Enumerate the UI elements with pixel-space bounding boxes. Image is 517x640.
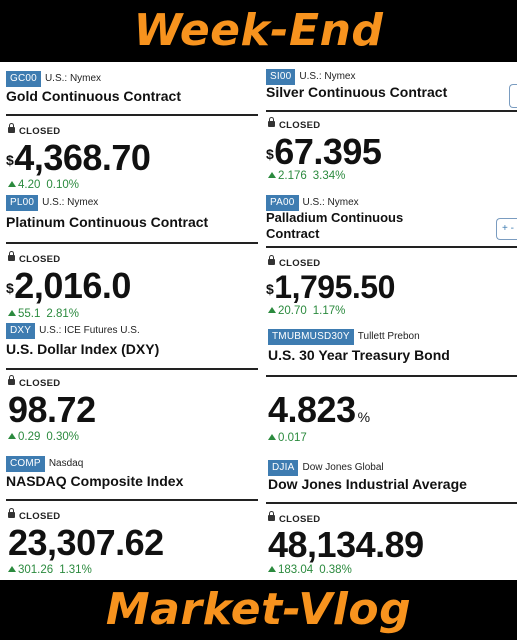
divider — [266, 110, 517, 112]
exchange-label: U.S.: Nymex — [44, 73, 102, 84]
exchange-label: U.S.: ICE Futures U.S. — [39, 325, 140, 336]
market-status: CLOSED — [268, 511, 320, 525]
instrument-name[interactable]: Platinum Continuous Contract — [6, 214, 209, 230]
banner-subtitle: Market-Vlog — [105, 584, 412, 635]
symbol-tag[interactable]: DJIA — [268, 460, 299, 476]
price: $67.395 — [266, 131, 382, 172]
price: 23,307.62 — [8, 522, 164, 563]
market-status: CLOSED — [8, 508, 60, 522]
lock-icon — [268, 255, 275, 266]
exchange-label: Nasdaq — [48, 458, 84, 469]
exchange-label: Tullett Prebon — [357, 331, 420, 342]
symbol-tag[interactable]: SI00 — [266, 69, 296, 85]
instrument-name[interactable]: U.S. 30 Year Treasury Bond — [268, 347, 450, 363]
price-change: 0.017 — [268, 432, 307, 444]
symbol-tag[interactable]: PA00 — [266, 195, 299, 211]
symbol-row: PL00 U.S.: Nymex — [6, 192, 98, 211]
lock-icon — [8, 251, 15, 262]
divider — [266, 375, 517, 377]
exchange-label: Dow Jones Global — [302, 462, 384, 473]
symbol-tag[interactable]: COMP — [6, 456, 45, 472]
instrument-name[interactable]: NASDAQ Composite Index — [6, 473, 184, 489]
up-arrow-icon — [8, 309, 16, 316]
price: 4.823% — [268, 389, 370, 430]
exchange-label: U.S.: Nymex — [42, 197, 99, 208]
symbol-row: PA00 U.S.: Nymex — [266, 192, 359, 211]
up-arrow-icon — [8, 565, 16, 572]
left-column: GC00 U.S.: Nymex Gold Continuous Contract… — [0, 62, 260, 580]
lock-icon — [8, 375, 15, 386]
right-column: SI00 U.S.: Nymex Silver Continuous Contra… — [262, 62, 517, 580]
follow-button[interactable]: + - — [496, 218, 517, 240]
instrument-name[interactable]: Gold Continuous Contract — [6, 88, 181, 104]
symbol-row: TMUBMUSD30Y Tullett Prebon — [268, 326, 420, 345]
divider — [6, 368, 258, 370]
price: 98.72 — [8, 389, 96, 430]
exchange-label: U.S.: Nymex — [299, 71, 356, 82]
instrument-name[interactable]: Palladium Continuous Contract — [266, 210, 404, 241]
price-change: 183.04 0.38% — [268, 564, 352, 576]
market-status: CLOSED — [8, 375, 60, 389]
top-banner: Week-End — [0, 0, 517, 62]
instrument-name[interactable]: Dow Jones Industrial Average — [268, 476, 467, 492]
up-arrow-icon — [8, 432, 16, 439]
quote-grid: GC00 U.S.: Nymex Gold Continuous Contract… — [0, 62, 517, 580]
symbol-tag[interactable]: GC00 — [6, 71, 41, 87]
market-status: CLOSED — [8, 123, 60, 137]
price: 48,134.89 — [268, 524, 424, 565]
divider — [6, 499, 258, 501]
bottom-banner: Market-Vlog — [0, 580, 517, 640]
price-change: 4.20 0.10% — [8, 179, 79, 191]
symbol-row: GC00 U.S.: Nymex — [6, 68, 101, 87]
price: $2,016.0 — [6, 265, 131, 306]
up-arrow-icon — [268, 171, 276, 178]
symbol-row: COMP Nasdaq — [6, 453, 83, 472]
exchange-label: U.S.: Nymex — [302, 197, 359, 208]
up-arrow-icon — [268, 565, 276, 572]
divider — [266, 502, 517, 504]
symbol-row: DJIA Dow Jones Global — [268, 457, 384, 476]
price-change: 55.1 2.81% — [8, 308, 79, 320]
symbol-row: SI00 U.S.: Nymex — [266, 66, 356, 85]
up-arrow-icon — [268, 433, 276, 440]
divider — [6, 114, 258, 116]
market-status: CLOSED — [268, 117, 320, 131]
lock-icon — [8, 508, 15, 519]
price-change: 0.29 0.30% — [8, 431, 79, 443]
lock-icon — [268, 117, 275, 128]
add-icon: + - — [502, 223, 514, 234]
instrument-name[interactable]: Silver Continuous Contract — [266, 84, 448, 100]
up-arrow-icon — [8, 180, 16, 187]
market-status: CLOSED — [268, 255, 320, 269]
instrument-name[interactable]: U.S. Dollar Index (DXY) — [6, 341, 160, 357]
price-change: 20.70 1.17% — [268, 305, 345, 317]
price-change: 301.26 1.31% — [8, 564, 92, 576]
price: $4,368.70 — [6, 137, 151, 178]
lock-icon — [8, 123, 15, 134]
price: $1,795.50 — [266, 269, 395, 305]
follow-button[interactable] — [509, 84, 517, 108]
symbol-tag[interactable]: PL00 — [6, 195, 39, 211]
banner-title: Week-End — [133, 5, 384, 56]
symbol-tag[interactable]: TMUBMUSD30Y — [268, 329, 354, 345]
market-status: CLOSED — [8, 251, 60, 265]
symbol-tag[interactable]: DXY — [6, 323, 36, 339]
divider — [266, 246, 517, 248]
up-arrow-icon — [268, 306, 276, 313]
lock-icon — [268, 511, 275, 522]
symbol-row: DXY U.S.: ICE Futures U.S. — [6, 320, 140, 339]
divider — [6, 242, 258, 244]
price-change: 2.176 3.34% — [268, 170, 345, 182]
